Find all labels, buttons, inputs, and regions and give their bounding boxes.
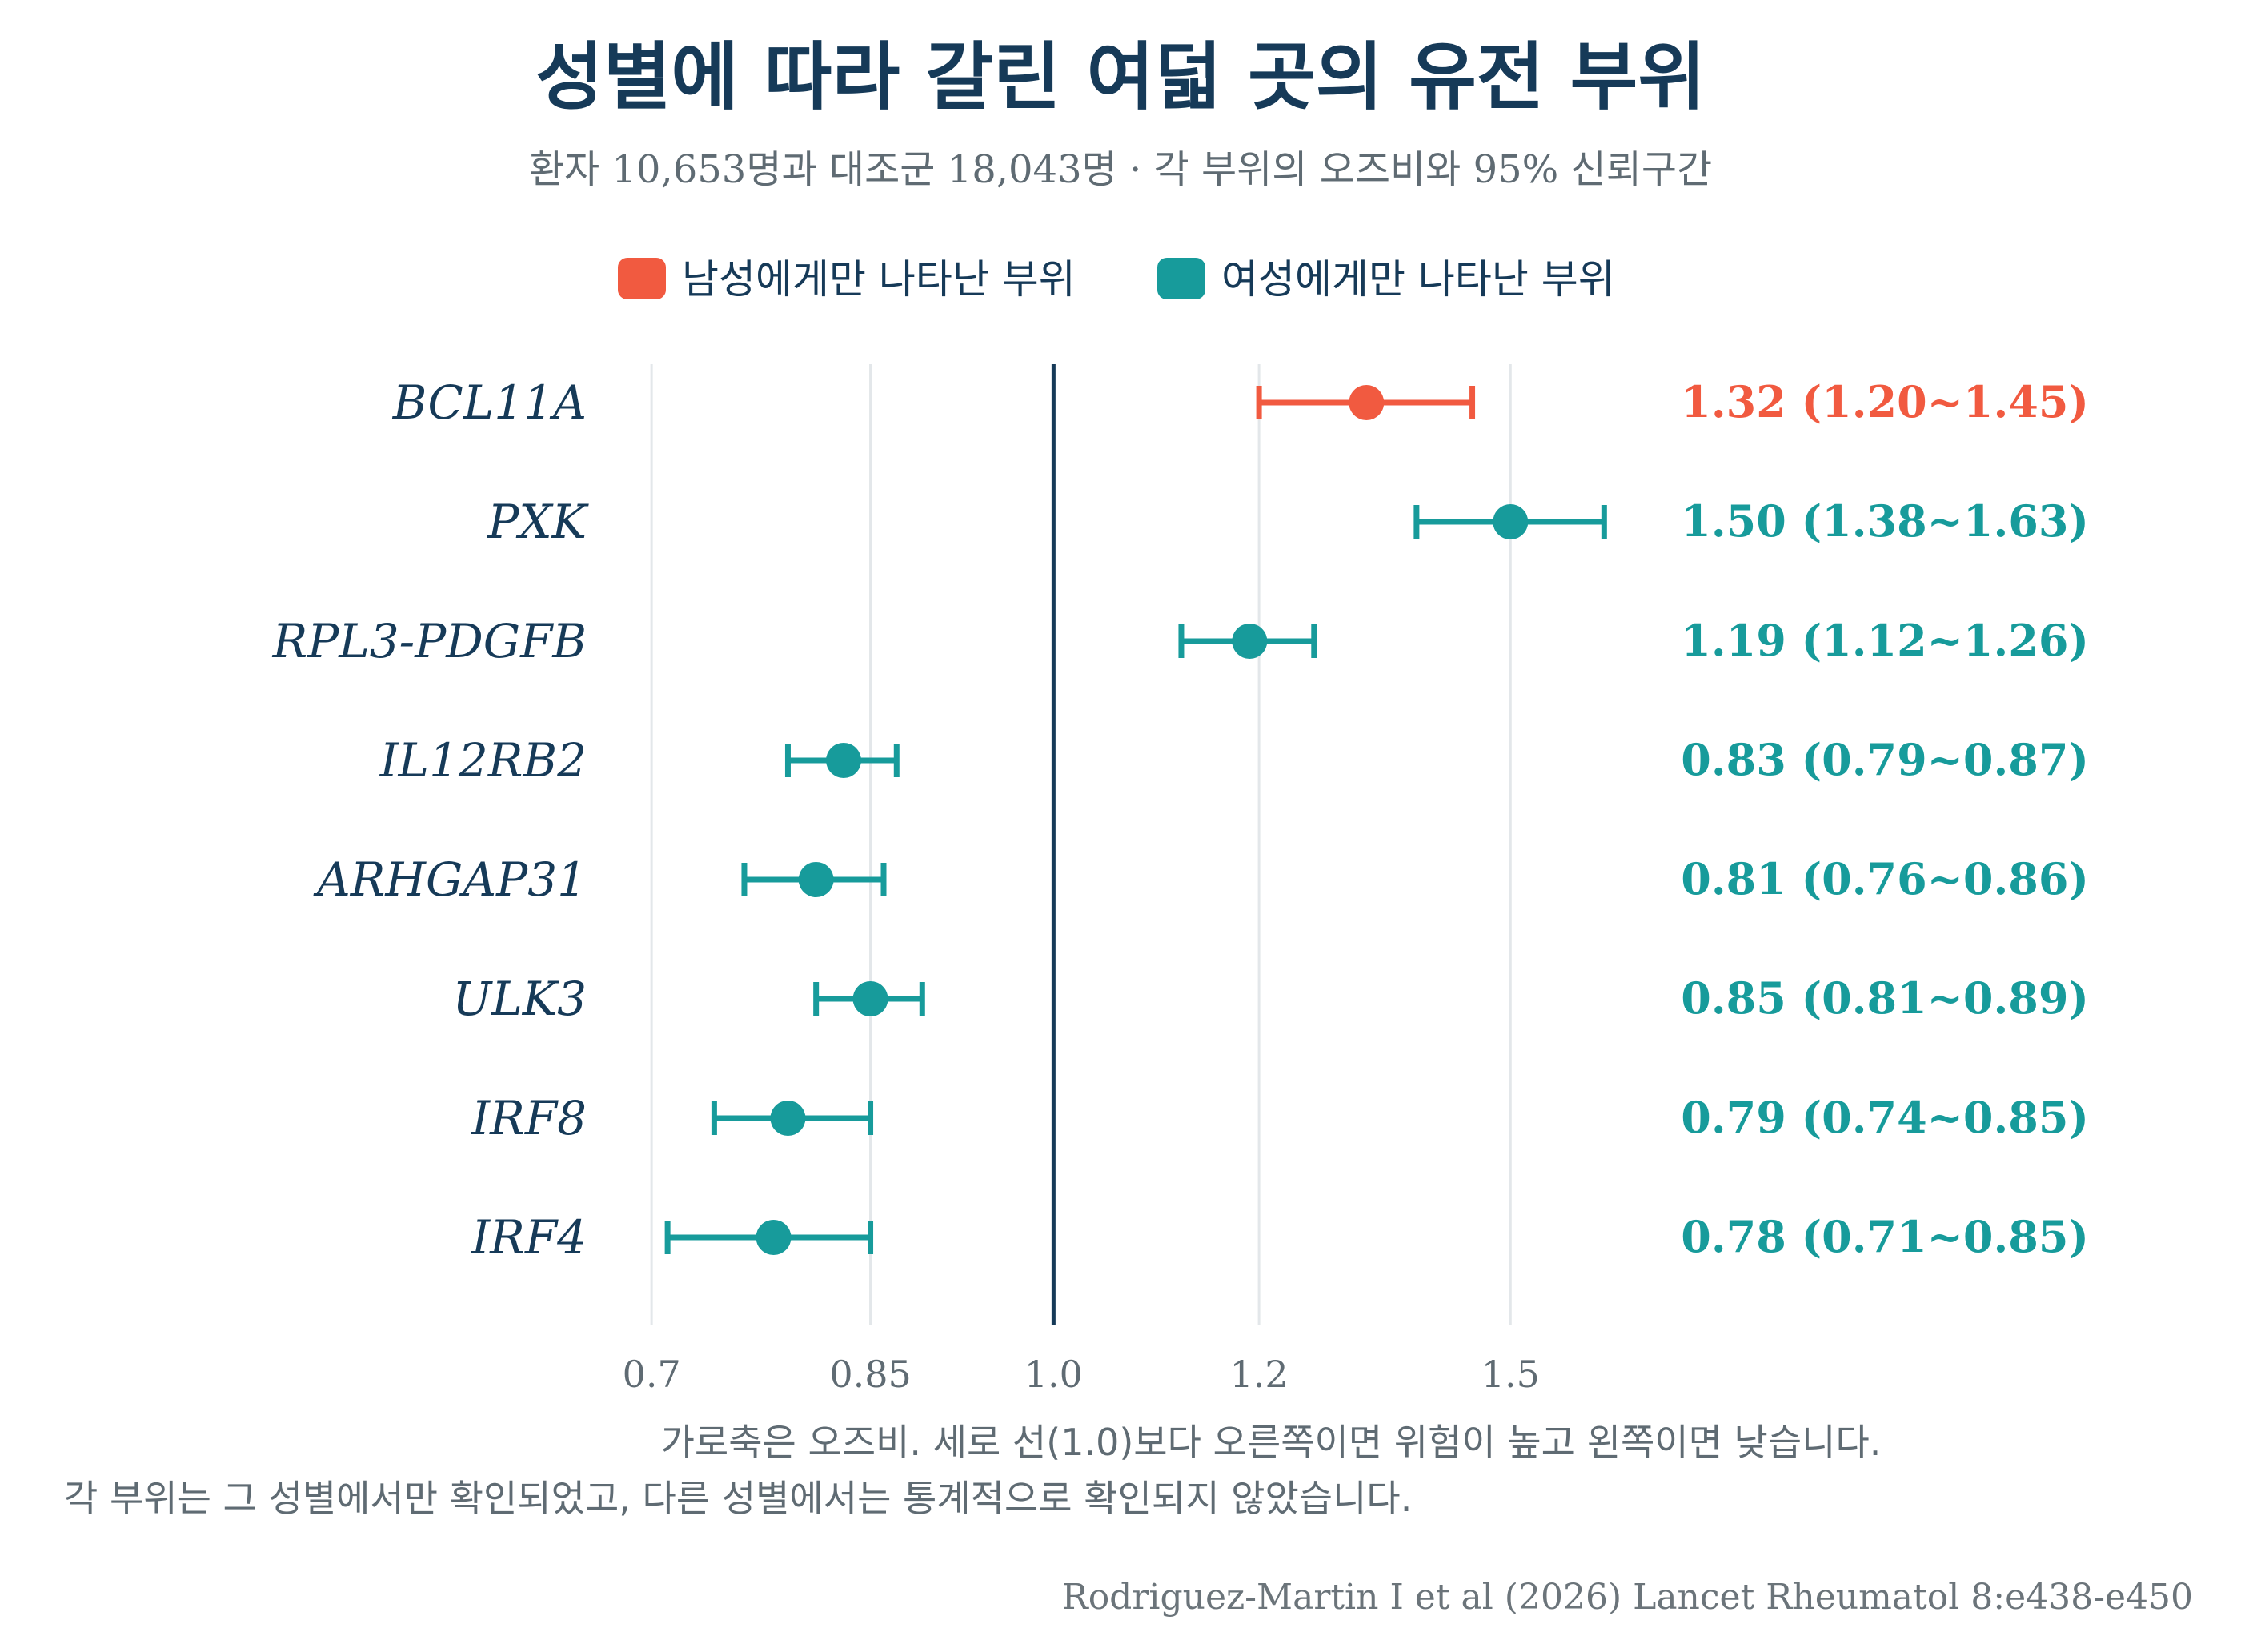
- axis-explanation-note: 가로축은 오즈비. 세로 선(1.0)보다 오른쪽이면 위험이 높고 왼쪽이면 …: [661, 1421, 1882, 1464]
- gene-label: IRF4: [471, 1210, 587, 1265]
- x-tick-label: 1.5: [1481, 1353, 1540, 1396]
- chart-title: 성별에 따라 갈린 여덟 곳의 유전 부위: [535, 34, 1706, 120]
- value-label: 0.78 (0.71~0.85): [1681, 1211, 2089, 1262]
- odds-ratio-point: [756, 1220, 792, 1255]
- specificity-note: 각 부위는 그 성별에서만 확인되었고, 다른 성별에서는 통계적으로 확인되지…: [64, 1477, 1412, 1520]
- x-tick-label: 1.0: [1024, 1353, 1083, 1396]
- grid-lines: [650, 364, 1512, 1325]
- legend-label-male: 남성에게만 나타난 부위: [682, 256, 1076, 303]
- gene-label: PXK: [487, 495, 589, 549]
- gene-label: RPL3-PDGFB: [272, 614, 587, 668]
- forest-row: ULK3 0.85 (0.81~0.89): [452, 972, 2089, 1026]
- forest-row: BCL11A 1.32 (1.20~1.45): [392, 375, 2089, 430]
- odds-ratio-point: [1493, 504, 1529, 539]
- x-tick-label: 0.7: [623, 1353, 681, 1396]
- value-label: 1.32 (1.20~1.45): [1681, 376, 2089, 427]
- chart-subtitle: 환자 10,653명과 대조군 18,043명 · 각 부위의 오즈비와 95%…: [529, 147, 1712, 192]
- forest-row: RPL3-PDGFB 1.19 (1.12~1.26): [272, 614, 2089, 668]
- source-citation: Rodriguez-Martin I et al (2026) Lancet R…: [1062, 1577, 2193, 1618]
- value-label: 1.19 (1.12~1.26): [1681, 615, 2089, 666]
- legend-swatch-male: [618, 258, 666, 299]
- x-axis-ticks: 0.7 0.85 1.0 1.2 1.5: [623, 1353, 1540, 1396]
- odds-ratio-point: [1232, 624, 1268, 659]
- odds-ratio-point: [798, 862, 834, 897]
- gene-label: ULK3: [452, 972, 587, 1026]
- x-tick-label: 0.85: [829, 1353, 911, 1396]
- legend-swatch-female: [1157, 258, 1205, 299]
- forest-row: ARHGAP31 0.81 (0.76~0.86): [313, 852, 2089, 907]
- legend-label-female: 여성에게만 나타난 부위: [1221, 256, 1615, 303]
- forest-row: IL12RB2 0.83 (0.79~0.87): [379, 733, 2089, 788]
- gene-label: IL12RB2: [379, 733, 587, 788]
- gene-label: BCL11A: [392, 375, 587, 430]
- odds-ratio-point: [826, 743, 862, 778]
- x-tick-label: 1.2: [1230, 1353, 1289, 1396]
- gene-label: IRF8: [471, 1091, 587, 1145]
- forest-row: IRF4 0.78 (0.71~0.85): [471, 1210, 2089, 1265]
- value-label: 0.79 (0.74~0.85): [1681, 1092, 2089, 1143]
- odds-ratio-point: [1349, 385, 1385, 420]
- legend: 남성에게만 나타난 부위 여성에게만 나타난 부위: [618, 256, 1615, 303]
- value-label: 0.83 (0.79~0.87): [1681, 734, 2089, 785]
- forest-rows: BCL11A 1.32 (1.20~1.45) PXK 1.50 (1.38~1.63…: [272, 375, 2089, 1265]
- value-label: 0.85 (0.81~0.89): [1681, 972, 2089, 1024]
- value-label: 1.50 (1.38~1.63): [1681, 495, 2089, 547]
- odds-ratio-point: [852, 981, 888, 1016]
- odds-ratio-point: [770, 1101, 806, 1136]
- forest-row: PXK 1.50 (1.38~1.63): [487, 495, 2089, 549]
- value-label: 0.81 (0.76~0.86): [1681, 853, 2089, 904]
- forest-row: IRF8 0.79 (0.74~0.85): [471, 1091, 2089, 1145]
- gene-label: ARHGAP31: [313, 852, 587, 907]
